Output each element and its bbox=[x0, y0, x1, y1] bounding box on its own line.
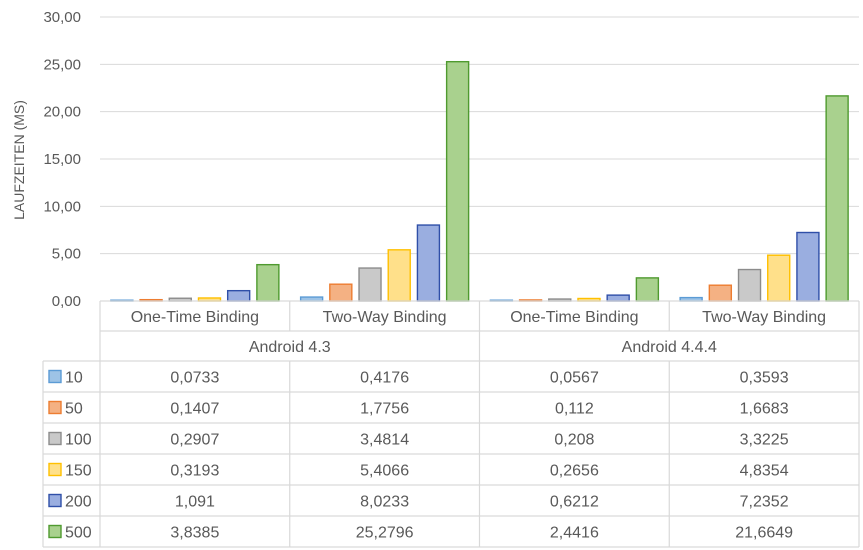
y-tick-label: 10,00 bbox=[43, 198, 81, 215]
legend-label: 50 bbox=[65, 401, 83, 418]
legend-key-50 bbox=[48, 400, 62, 415]
bar-500-1 bbox=[256, 263, 280, 302]
legend-label: 150 bbox=[65, 463, 92, 480]
bar-500-3 bbox=[635, 277, 660, 302]
legend-key-10 bbox=[48, 369, 62, 384]
bar-200-2 bbox=[416, 224, 441, 302]
y-tick-label: 20,00 bbox=[43, 104, 81, 121]
data-label: 3,4814 bbox=[360, 432, 409, 449]
bar-200-3 bbox=[606, 294, 630, 302]
category-group-label: Android 4.4.4 bbox=[622, 339, 717, 356]
legend-label: 200 bbox=[65, 494, 92, 511]
data-label: 0,0567 bbox=[550, 370, 599, 387]
data-table: 10 0,0733 0,4176 0,0567 0,3593 50 0,1407 1,7756… bbox=[48, 369, 793, 542]
data-label: 0,208 bbox=[554, 432, 594, 449]
data-label: 0,2656 bbox=[550, 463, 599, 480]
y-axis-tick-labels: 0,00 5,00 10,00 15,00 20,00 25,00 30,00 bbox=[43, 9, 81, 310]
bar-200-1 bbox=[226, 289, 251, 302]
data-label: 8,0233 bbox=[360, 494, 409, 511]
bar-200-4 bbox=[796, 231, 820, 302]
data-label: 0,0733 bbox=[170, 370, 219, 387]
category-group-labels: Android 4.3 Android 4.4.4 bbox=[249, 339, 717, 356]
bar-50-4 bbox=[708, 284, 733, 302]
data-label: 7,2352 bbox=[740, 494, 789, 511]
data-label: 0,3193 bbox=[170, 463, 219, 480]
y-tick-label: 15,00 bbox=[43, 151, 81, 168]
y-axis-label: LAUFZEITEN (MS) bbox=[11, 100, 27, 220]
data-label: 1,091 bbox=[175, 494, 215, 511]
data-label: 0,4176 bbox=[360, 370, 409, 387]
bars bbox=[110, 60, 849, 302]
legend-label: 100 bbox=[65, 432, 92, 449]
data-label: 0,1407 bbox=[170, 401, 219, 418]
data-label: 1,6683 bbox=[740, 401, 789, 418]
data-label: 1,7756 bbox=[360, 401, 409, 418]
data-label: 5,4066 bbox=[360, 463, 409, 480]
category-label: Two-Way Binding bbox=[323, 309, 447, 326]
category-label: Two-Way Binding bbox=[702, 309, 826, 326]
data-label: 0,3593 bbox=[740, 370, 789, 387]
y-tick-label: 0,00 bbox=[52, 293, 81, 310]
category-labels: One-Time Binding Two-Way Binding One-Time … bbox=[131, 309, 826, 326]
bar-100-4 bbox=[737, 268, 762, 302]
legend-key-100 bbox=[48, 431, 62, 446]
data-label: 2,4416 bbox=[550, 525, 599, 542]
bar-50-2 bbox=[329, 283, 353, 302]
y-tick-label: 25,00 bbox=[43, 56, 81, 73]
data-label: 4,8354 bbox=[740, 463, 789, 480]
legend-key-150 bbox=[48, 462, 62, 477]
legend-key-200 bbox=[48, 493, 62, 508]
category-label: One-Time Binding bbox=[131, 309, 259, 326]
data-label: 3,3225 bbox=[740, 432, 789, 449]
bar-500-2 bbox=[445, 60, 470, 302]
y-tick-label: 30,00 bbox=[43, 9, 81, 26]
data-label: 25,2796 bbox=[356, 525, 414, 542]
bar-150-2 bbox=[387, 249, 411, 302]
gridlines bbox=[100, 16, 859, 302]
y-tick-label: 5,00 bbox=[52, 246, 81, 263]
data-label: 0,112 bbox=[555, 401, 594, 418]
data-label: 3,8385 bbox=[170, 525, 219, 542]
data-label: 0,2907 bbox=[170, 432, 219, 449]
data-table-grid bbox=[42, 300, 860, 548]
bar-100-2 bbox=[358, 267, 382, 302]
legend-label: 500 bbox=[65, 525, 92, 542]
legend-key-500 bbox=[48, 524, 62, 539]
bar-500-4 bbox=[825, 95, 849, 302]
category-group-label: Android 4.3 bbox=[249, 339, 331, 356]
bar-150-4 bbox=[767, 254, 791, 302]
legend-label: 10 bbox=[65, 370, 83, 387]
data-label: 21,6649 bbox=[735, 525, 793, 542]
category-label: One-Time Binding bbox=[510, 309, 638, 326]
data-label: 0,6212 bbox=[550, 494, 599, 511]
